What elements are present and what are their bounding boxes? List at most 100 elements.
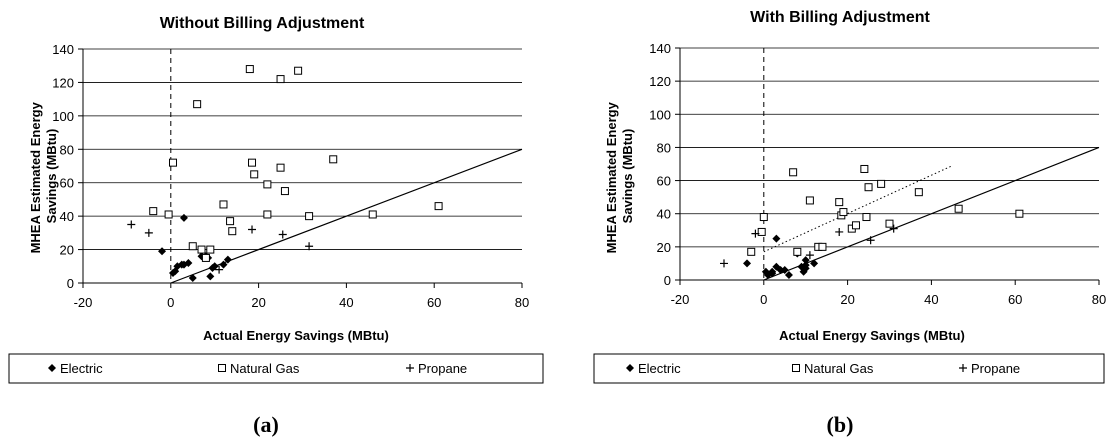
y-tick-label: 100 bbox=[649, 107, 671, 122]
data-point bbox=[149, 207, 158, 216]
data-point bbox=[768, 269, 777, 278]
data-point bbox=[860, 164, 869, 173]
chart-panel-a: Without Billing Adjustment MHEA Estimate… bbox=[8, 15, 544, 437]
data-point bbox=[223, 255, 232, 264]
data-point bbox=[193, 100, 202, 109]
data-point bbox=[127, 220, 136, 229]
y-axis-title-line2: Savings (MBtu) bbox=[620, 129, 635, 224]
data-point bbox=[805, 196, 814, 205]
data-point bbox=[206, 245, 215, 254]
legend: Electric Natural Gas Propane bbox=[593, 353, 1105, 384]
data-point bbox=[743, 259, 752, 268]
data-point bbox=[776, 266, 785, 275]
data-point bbox=[248, 225, 257, 234]
x-axis-title: Actual Energy Savings (MBtu) bbox=[203, 328, 389, 343]
y-tick-label: 20 bbox=[60, 243, 74, 258]
series-propane bbox=[127, 220, 314, 274]
data-point bbox=[434, 202, 443, 211]
x-tick-label: 0 bbox=[760, 292, 767, 307]
data-point bbox=[215, 265, 224, 274]
data-point bbox=[228, 227, 237, 236]
data-point bbox=[158, 247, 167, 256]
legend-label: Propane bbox=[971, 361, 1020, 376]
chart-panel-b: With Billing Adjustment MHEA Estimated E… bbox=[593, 9, 1106, 437]
data-point bbox=[862, 213, 871, 222]
chart-title: Without Billing Adjustment bbox=[160, 15, 365, 32]
data-point bbox=[789, 168, 798, 177]
data-point bbox=[866, 236, 875, 245]
y-axis-title: MHEA Estimated Energy Savings (MBtu) bbox=[28, 99, 59, 254]
data-point bbox=[810, 259, 819, 268]
x-tick-label: 80 bbox=[1092, 292, 1106, 307]
y-tick-label: 40 bbox=[657, 207, 671, 222]
data-point bbox=[801, 261, 810, 270]
x-tick-label: -20 bbox=[74, 295, 93, 310]
y-tick-label: 100 bbox=[52, 109, 74, 124]
data-point bbox=[168, 158, 177, 167]
y-axis-title-line2: Savings (MBtu) bbox=[44, 129, 59, 224]
y-tick-label: 60 bbox=[657, 174, 671, 189]
data-point bbox=[784, 271, 793, 280]
data-point bbox=[793, 247, 802, 256]
data-point bbox=[1015, 209, 1024, 218]
data-point bbox=[219, 260, 228, 269]
legend-marker bbox=[218, 364, 226, 372]
svg-text:MHEA Estimated Energy: MHEA Estimated Energy Savings (MBtu) bbox=[28, 99, 59, 254]
data-point bbox=[368, 210, 377, 219]
data-point bbox=[747, 247, 756, 256]
data-point bbox=[818, 242, 827, 251]
data-point bbox=[263, 210, 272, 219]
data-point bbox=[801, 256, 810, 265]
legend-label: Electric bbox=[638, 361, 681, 376]
data-point bbox=[276, 163, 285, 172]
y-axis-title-line1: MHEA Estimated Energy bbox=[604, 101, 619, 253]
y-tick-label: 20 bbox=[657, 240, 671, 255]
y-tick-label: 140 bbox=[649, 41, 671, 56]
data-point bbox=[839, 208, 848, 217]
legend-marker bbox=[959, 364, 967, 372]
x-tick-label: 60 bbox=[1008, 292, 1022, 307]
y-tick-label: 0 bbox=[664, 273, 671, 288]
data-point bbox=[245, 65, 254, 74]
data-point bbox=[914, 188, 923, 197]
data-point bbox=[276, 75, 285, 84]
data-point bbox=[201, 253, 210, 262]
data-point bbox=[179, 213, 188, 222]
legend-label: Electric bbox=[60, 361, 103, 376]
panel-label: (a) bbox=[253, 412, 279, 437]
data-point bbox=[759, 213, 768, 222]
data-point bbox=[835, 198, 844, 207]
data-point bbox=[188, 242, 197, 251]
x-tick-label: 40 bbox=[339, 295, 353, 310]
data-point bbox=[144, 228, 153, 237]
data-point bbox=[294, 66, 303, 75]
data-point bbox=[954, 204, 963, 213]
series-natural-gas bbox=[747, 164, 1024, 256]
data-point bbox=[184, 258, 193, 267]
reference-line bbox=[763, 146, 1100, 281]
data-point bbox=[305, 242, 314, 251]
series-natural-gas bbox=[149, 65, 443, 262]
data-point bbox=[885, 219, 894, 228]
legend-label: Propane bbox=[418, 361, 467, 376]
data-point bbox=[263, 180, 272, 189]
data-point bbox=[305, 212, 314, 221]
data-point bbox=[772, 234, 781, 243]
svg-text:MHEA Estimated Energy: MHEA Estimated Energy Savings (MBtu) bbox=[604, 99, 635, 254]
legend-marker bbox=[792, 364, 800, 372]
x-tick-label: 20 bbox=[840, 292, 854, 307]
data-point bbox=[206, 272, 215, 281]
data-point bbox=[877, 179, 886, 188]
x-tick-label: -20 bbox=[671, 292, 690, 307]
data-point bbox=[280, 187, 289, 196]
x-tick-label: 40 bbox=[924, 292, 938, 307]
x-axis-title: Actual Energy Savings (MBtu) bbox=[779, 328, 965, 343]
series-propane bbox=[719, 224, 898, 268]
x-tick-label: 60 bbox=[427, 295, 441, 310]
legend: Electric Natural Gas Propane bbox=[8, 353, 544, 384]
y-tick-label: 40 bbox=[60, 209, 74, 224]
y-tick-label: 60 bbox=[60, 176, 74, 191]
x-tick-label: 80 bbox=[515, 295, 529, 310]
data-point bbox=[188, 273, 197, 282]
